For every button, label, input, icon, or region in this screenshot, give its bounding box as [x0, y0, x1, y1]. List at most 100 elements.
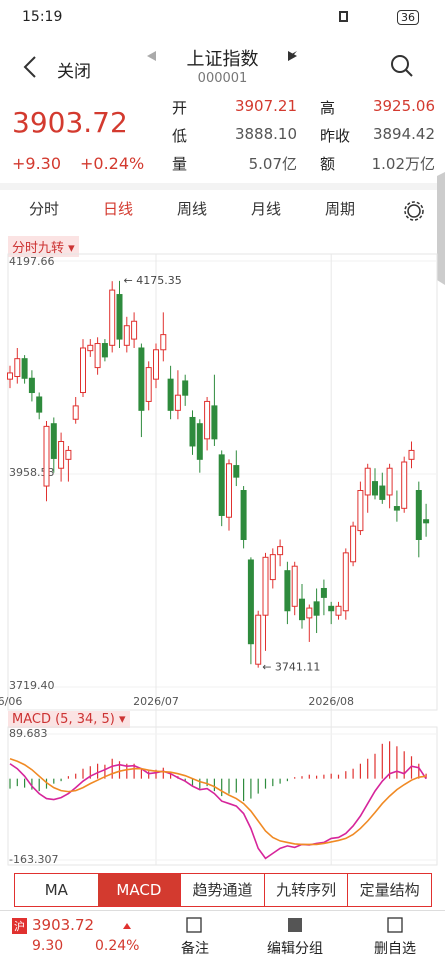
macd-bar — [257, 778, 259, 794]
macd-bar — [367, 758, 369, 779]
candle-body — [364, 467, 371, 496]
extreme-label: ← 3741.11 — [262, 661, 320, 674]
candle-body — [153, 349, 159, 380]
footer-action[interactable]: 删自选 — [374, 941, 416, 957]
candle-body — [14, 358, 21, 377]
macd-bar — [345, 771, 347, 779]
candle-body — [145, 367, 152, 402]
note-icon — [186, 917, 202, 933]
candle-body — [233, 465, 240, 478]
candle-body — [182, 380, 189, 396]
indicator-tab[interactable]: MACD — [97, 873, 182, 907]
candle-body — [269, 554, 276, 581]
macd-bar — [213, 778, 215, 792]
field-value: 3925.06 — [372, 97, 435, 115]
candle-body — [379, 485, 386, 500]
field-label: 额 — [320, 155, 336, 173]
candle-body — [196, 423, 203, 460]
candle-body — [415, 490, 422, 540]
macd-bar — [177, 776, 179, 779]
change-pct: +0.24% — [80, 154, 145, 173]
field-label: 低 — [172, 127, 188, 145]
market-tag: 沪 — [12, 918, 27, 934]
close-button[interactable]: 关闭 — [57, 62, 91, 82]
candle-body — [116, 294, 123, 340]
indicator-tab[interactable]: 趋势通道 — [181, 873, 265, 907]
macd-title: MACD (5, 34, 5) — [12, 712, 115, 727]
candle-body — [65, 449, 72, 460]
macd-bar — [24, 778, 26, 788]
candle-body — [36, 396, 43, 413]
footer-change: 9.30 — [32, 938, 64, 954]
macd-bar — [184, 778, 186, 782]
macd-bar — [294, 777, 296, 779]
macd-bar — [31, 778, 33, 790]
macd-bar — [155, 769, 157, 779]
period-tab[interactable]: 月线 — [250, 200, 281, 218]
macd-bar — [410, 756, 413, 779]
macd-bar — [104, 764, 106, 779]
x-tick-label: 2026/08 — [308, 695, 354, 708]
footer-change-pct: 0.24% — [95, 938, 140, 954]
macd-bar — [60, 778, 62, 782]
candle-body — [306, 607, 313, 619]
period-tab[interactable]: 周线 — [176, 200, 207, 218]
field-value: 3894.42 — [372, 125, 435, 143]
macd-bar — [118, 761, 121, 779]
candle-body — [386, 467, 393, 496]
candle-body — [80, 347, 86, 394]
candle-body — [255, 614, 262, 665]
period-tab[interactable]: 分时 — [28, 200, 59, 218]
indicator-tab[interactable]: MA — [14, 873, 99, 907]
delete-icon — [387, 917, 403, 933]
macd-bar — [243, 778, 245, 802]
indicator-tab[interactable]: 九转序列 — [264, 873, 349, 907]
candle-body — [342, 552, 349, 612]
macd-bar — [126, 763, 128, 779]
candle-body — [401, 461, 408, 509]
field-label: 开 — [172, 99, 188, 117]
macd-bar — [221, 778, 223, 797]
y-tick-label: 3958.53 — [9, 466, 55, 479]
macd-bar — [323, 774, 325, 779]
period-tab[interactable]: 周期 — [324, 200, 355, 218]
candle-body — [357, 490, 364, 532]
chart-frame — [7, 253, 438, 711]
period-tab[interactable]: 日线 — [102, 200, 133, 218]
candle-body — [21, 358, 28, 379]
y-tick-label: -163.307 — [9, 853, 58, 866]
indicator-label[interactable]: 分时九转 ▾ — [8, 236, 79, 257]
macd-bar — [330, 773, 332, 779]
macd-bar — [374, 753, 376, 779]
candle-body — [58, 441, 65, 469]
macd-bar — [301, 776, 303, 779]
candle-body — [138, 347, 145, 411]
field-label: 高 — [320, 99, 336, 117]
indicator-label-text: 分时九转 — [12, 241, 65, 256]
x-tick-label: 2026/07 — [133, 695, 179, 708]
macd-bar — [418, 763, 420, 779]
settings-icon[interactable] — [407, 204, 421, 218]
macd-bar — [97, 763, 99, 779]
settings-cog — [404, 201, 424, 221]
footer-action[interactable]: 备注 — [181, 941, 209, 957]
macd-bar — [162, 767, 164, 779]
candle-body — [291, 565, 298, 607]
macd-bar — [352, 768, 354, 779]
indicator-tab[interactable]: 定量结构 — [348, 873, 432, 907]
macd-bar — [381, 743, 383, 779]
candle-body — [174, 394, 181, 411]
macd-bar — [45, 778, 48, 789]
candle-body — [167, 378, 174, 411]
candle-body — [211, 405, 218, 440]
stock-name: 上证指数 — [186, 49, 259, 70]
macd-label[interactable]: MACD (5, 34, 5) ▾ — [8, 711, 130, 728]
stock-code: 000001 — [197, 71, 248, 86]
candle-body — [87, 344, 94, 352]
footer-action[interactable]: 编辑分组 — [267, 941, 323, 957]
change: +9.30 — [12, 154, 62, 173]
macd-bar — [206, 778, 208, 787]
candle-body — [277, 546, 284, 556]
macd-bar — [250, 778, 252, 799]
